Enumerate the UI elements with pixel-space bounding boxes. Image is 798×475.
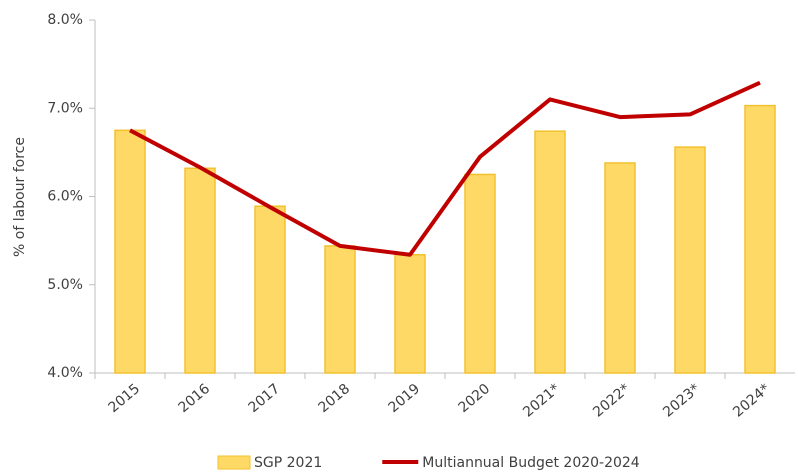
line <box>129 80 761 257</box>
x-tick-label: 2018 <box>316 381 354 416</box>
x-tick-label: 2024* <box>730 381 773 421</box>
y-tick-label: 5.0% <box>47 277 83 293</box>
x-tick-label: 2019 <box>386 381 424 416</box>
bar <box>324 245 356 374</box>
bar <box>114 129 146 374</box>
x-tick-label: 2017 <box>246 381 284 416</box>
x-tick-label: 2016 <box>176 381 214 416</box>
x-tick-label: 2020 <box>456 381 494 416</box>
x-tick-label: 2022* <box>590 381 633 421</box>
legend-swatch <box>217 455 251 470</box>
x-tick-label: 2023* <box>660 381 703 421</box>
y-tick-label: 4.0% <box>47 365 83 381</box>
bar <box>464 173 496 374</box>
y-tick-label: 8.0% <box>47 12 83 28</box>
bar <box>744 104 776 374</box>
bar <box>534 130 566 374</box>
y-tick-label: 7.0% <box>47 100 83 116</box>
legend-label: SGP 2021 <box>254 455 322 471</box>
bar <box>674 146 706 374</box>
legend-label: Multiannual Budget 2020-2024 <box>422 455 640 471</box>
bar <box>184 167 216 374</box>
x-tick-label: 2015 <box>106 381 144 416</box>
bar <box>394 253 426 374</box>
y-axis-label: % of labour force <box>12 137 28 257</box>
bar <box>254 205 286 374</box>
bar <box>604 162 636 374</box>
y-tick-label: 6.0% <box>47 189 83 205</box>
x-tick-label: 2021* <box>520 381 563 421</box>
